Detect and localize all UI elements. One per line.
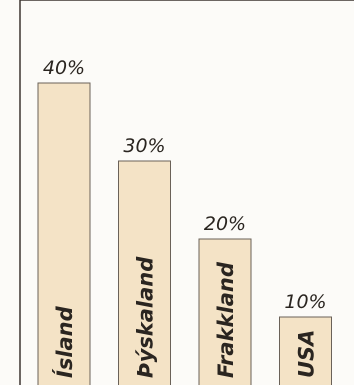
category-label-2: Þýskaland xyxy=(134,256,158,378)
category-label-3: Frakkland xyxy=(214,261,238,378)
category-label-1: Ísland xyxy=(52,305,77,378)
data-labels-group: 40% 30% 20% 10% xyxy=(43,57,327,313)
bar-4 xyxy=(279,316,332,385)
data-label-3: 20% xyxy=(204,213,246,235)
data-label-2: 30% xyxy=(123,135,165,157)
bars-group xyxy=(37,82,332,385)
category-label-4: USA xyxy=(295,330,319,378)
category-labels-group: Ísland Þýskaland Frakkland USA xyxy=(52,256,319,378)
bar-1 xyxy=(37,82,91,385)
data-label-4: 10% xyxy=(284,291,326,313)
data-label-1: 40% xyxy=(43,57,85,79)
bar-2 xyxy=(118,160,171,385)
chart-frame xyxy=(19,0,354,385)
bar-3 xyxy=(198,238,252,385)
